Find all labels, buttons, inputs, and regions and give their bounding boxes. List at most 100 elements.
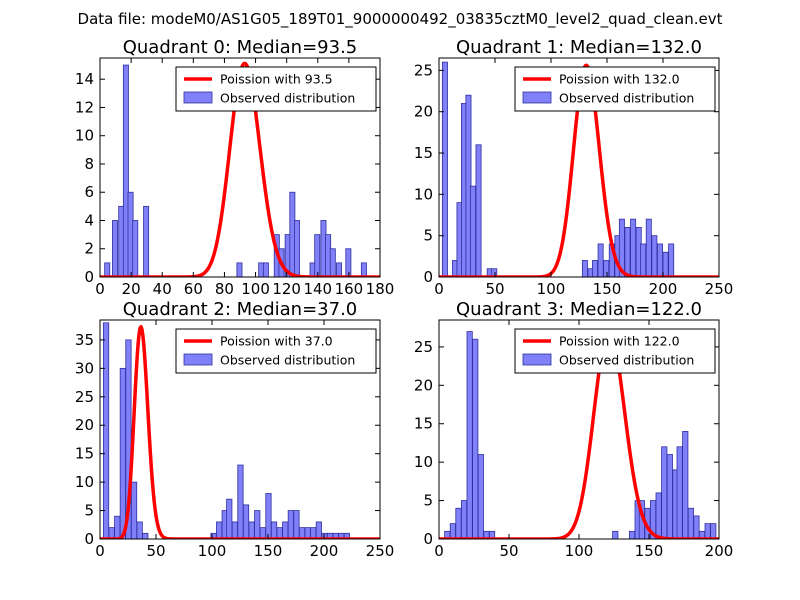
histogram-bar bbox=[329, 248, 336, 277]
histogram-bar bbox=[345, 248, 352, 277]
histogram-bar bbox=[475, 144, 482, 277]
y-tick-label: 25 bbox=[414, 338, 433, 356]
y-tick-label: 20 bbox=[414, 376, 433, 394]
histogram-bar bbox=[104, 262, 111, 277]
y-tick-label: 10 bbox=[75, 127, 94, 145]
x-tick-label: 50 bbox=[485, 280, 504, 298]
poisson-curve bbox=[100, 325, 380, 539]
y-tick-label: 8 bbox=[84, 155, 94, 173]
histogram-bar bbox=[343, 532, 350, 539]
x-tick-label: 200 bbox=[705, 542, 734, 560]
legend-bar-swatch bbox=[522, 353, 552, 366]
histogram-bar bbox=[661, 446, 668, 539]
histogram-bar bbox=[142, 532, 149, 539]
histogram-bar bbox=[242, 504, 250, 539]
histogram-bar bbox=[666, 454, 673, 539]
legend-bar-label: Observed distribution bbox=[220, 353, 355, 368]
legend-bar-swatch bbox=[522, 91, 552, 104]
y-tick-label: 25 bbox=[75, 388, 94, 406]
histogram-bar bbox=[597, 243, 604, 277]
legend: Poission with 93.5 Observed distribution bbox=[175, 66, 377, 112]
histogram-bar bbox=[455, 507, 462, 539]
legend: Poission with 122.0 Observed distribution bbox=[514, 328, 716, 374]
histogram-bar bbox=[216, 521, 223, 539]
histogram-bar bbox=[282, 521, 289, 539]
axes-frame bbox=[438, 57, 720, 278]
histogram-bar bbox=[460, 500, 468, 539]
histogram-bar bbox=[472, 338, 479, 539]
histogram-bar bbox=[119, 367, 126, 539]
histogram-bar bbox=[143, 205, 150, 277]
x-tick-label: 150 bbox=[635, 542, 664, 560]
x-tick-label: 200 bbox=[310, 542, 339, 560]
histogram-bar bbox=[640, 243, 647, 277]
histogram-bar bbox=[693, 515, 700, 539]
x-tick-label: 40 bbox=[153, 280, 172, 298]
histogram-bar bbox=[682, 431, 689, 539]
histogram-bar bbox=[112, 220, 118, 277]
x-tick-label: 150 bbox=[254, 542, 283, 560]
x-tick-label: 120 bbox=[272, 280, 301, 298]
histogram-bar bbox=[236, 262, 243, 277]
histogram-bar bbox=[581, 260, 588, 277]
y-tick-label: 20 bbox=[414, 103, 433, 121]
x-tick-label: 100 bbox=[241, 280, 270, 298]
quadrant-1-panel: 0 50 100 150 200 250 0 5 10 15 20 25 Quadrant 1: Med… bbox=[414, 37, 733, 298]
histogram-bar bbox=[466, 331, 473, 539]
histogram-bar bbox=[710, 523, 717, 539]
quadrant-2-panel: 0 50 100 150 200 250 0 5 10 15 20 25 30 35 Quadrant 2:… bbox=[75, 299, 394, 560]
quadrant-title: Quadrant 3: Median=122.0 bbox=[456, 299, 702, 320]
x-tick-label: 0 bbox=[95, 542, 105, 560]
y-tick-label: 10 bbox=[75, 473, 94, 491]
histogram-bar bbox=[314, 234, 321, 277]
legend-bar-label: Observed distribution bbox=[559, 91, 694, 106]
histogram-bar bbox=[441, 61, 448, 277]
quadrant-title: Quadrant 1: Median=132.0 bbox=[456, 37, 702, 58]
quadrant-0-panel: 0 20 40 60 80 100 120 140 160 180 0 2 4 6 8 10 12 14 Quadr… bbox=[75, 37, 394, 298]
x-tick-label: 180 bbox=[366, 280, 395, 298]
histogram-bar bbox=[668, 243, 675, 277]
legend-box bbox=[514, 66, 716, 112]
histogram-bar bbox=[132, 220, 139, 277]
legend-curve-label: Poission with 93.5 bbox=[220, 72, 333, 87]
x-tick-label: 0 bbox=[95, 280, 105, 298]
y-tick-label: 0 bbox=[423, 530, 433, 548]
legend: Poission with 132.0 Observed distribution bbox=[514, 66, 716, 112]
x-tick-label: 0 bbox=[434, 542, 444, 560]
y-tick-label: 0 bbox=[84, 530, 94, 548]
y-tick-label: 10 bbox=[414, 453, 433, 471]
histogram-bar bbox=[662, 251, 669, 277]
y-tick-label: 5 bbox=[84, 502, 94, 520]
figure-suptitle: Data file: modeM0/AS1G05_189T01_90000004… bbox=[78, 10, 723, 29]
histogram-bar bbox=[449, 523, 456, 539]
histogram-bar bbox=[270, 521, 278, 539]
histogram-bar bbox=[651, 235, 658, 277]
histogram-bar bbox=[477, 454, 484, 539]
histogram-bar bbox=[592, 260, 598, 277]
legend-box bbox=[514, 328, 716, 374]
legend-box bbox=[175, 66, 377, 112]
plot-content bbox=[100, 322, 380, 539]
x-tick-label: 250 bbox=[705, 280, 734, 298]
panels: 0 20 40 60 80 100 120 140 160 18002468101214Quadr… bbox=[75, 37, 733, 560]
x-tick-label: 160 bbox=[335, 280, 364, 298]
x-tick-label: 0 bbox=[434, 280, 444, 298]
histogram-bar bbox=[248, 521, 255, 539]
x-tick-label: 200 bbox=[649, 280, 678, 298]
histogram-bar bbox=[630, 218, 637, 277]
y-tick-label: 35 bbox=[75, 331, 94, 349]
x-tick-label: 50 bbox=[146, 542, 165, 560]
legend-box bbox=[175, 328, 377, 374]
histogram-bar bbox=[645, 218, 652, 277]
plot-content bbox=[439, 61, 719, 277]
histogram-bar bbox=[262, 262, 269, 277]
y-tick-label: 15 bbox=[414, 415, 433, 433]
y-tick-label: 5 bbox=[423, 227, 433, 245]
legend-curve-label: Poission with 37.0 bbox=[220, 334, 333, 349]
x-tick-label: 20 bbox=[122, 280, 141, 298]
x-tick-label: 50 bbox=[499, 542, 518, 560]
histogram-bar bbox=[231, 521, 238, 539]
legend-curve-label: Poission with 122.0 bbox=[559, 334, 680, 349]
legend-bar-label: Observed distribution bbox=[559, 353, 694, 368]
